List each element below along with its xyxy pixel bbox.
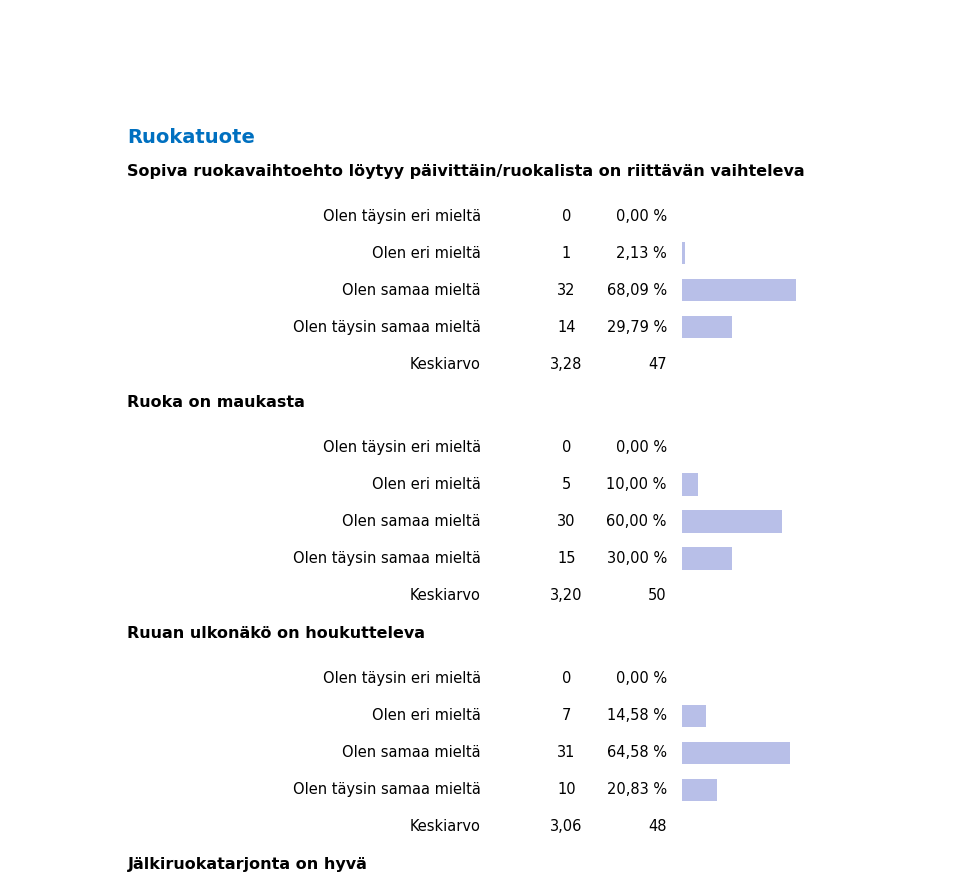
- Text: Olen samaa mieltä: Olen samaa mieltä: [342, 746, 481, 760]
- Bar: [682, 242, 685, 264]
- Text: Olen täysin samaa mieltä: Olen täysin samaa mieltä: [293, 551, 481, 566]
- Text: 5: 5: [562, 477, 571, 492]
- Text: 31: 31: [557, 746, 576, 760]
- Text: Olen täysin eri mieltä: Olen täysin eri mieltä: [323, 209, 481, 224]
- Text: 0: 0: [562, 671, 571, 686]
- Text: 0: 0: [562, 209, 571, 224]
- Bar: [682, 474, 699, 496]
- Text: Olen samaa mieltä: Olen samaa mieltä: [342, 514, 481, 529]
- Text: 3,06: 3,06: [550, 819, 583, 834]
- Text: Keskiarvo: Keskiarvo: [410, 357, 481, 371]
- Text: 60,00 %: 60,00 %: [607, 514, 667, 529]
- Text: 7: 7: [562, 708, 571, 723]
- Bar: [682, 279, 796, 302]
- Text: 47: 47: [648, 357, 667, 371]
- Bar: [682, 316, 732, 338]
- Text: 3,28: 3,28: [550, 357, 583, 371]
- Text: Olen eri mieltä: Olen eri mieltä: [372, 708, 481, 723]
- Text: 0,00 %: 0,00 %: [615, 209, 667, 224]
- Text: 2,13 %: 2,13 %: [616, 246, 667, 260]
- Text: 10,00 %: 10,00 %: [607, 477, 667, 492]
- Text: Ruoka on maukasta: Ruoka on maukasta: [128, 395, 305, 410]
- Text: Ruokatuote: Ruokatuote: [128, 128, 255, 148]
- Text: 0,00 %: 0,00 %: [615, 440, 667, 454]
- Text: 0,00 %: 0,00 %: [615, 671, 667, 686]
- Text: 29,79 %: 29,79 %: [607, 320, 667, 335]
- Text: 30,00 %: 30,00 %: [607, 551, 667, 566]
- Text: Olen samaa mieltä: Olen samaa mieltä: [342, 282, 481, 298]
- Text: 10: 10: [557, 782, 576, 797]
- Text: Keskiarvo: Keskiarvo: [410, 588, 481, 603]
- Text: Jälkiruokatarjonta on hyvä: Jälkiruokatarjonta on hyvä: [128, 857, 368, 872]
- Text: Olen täysin samaa mieltä: Olen täysin samaa mieltä: [293, 782, 481, 797]
- Text: 32: 32: [557, 282, 576, 298]
- Text: 48: 48: [648, 819, 667, 834]
- Text: Sopiva ruokavaihtoehto löytyy päivittäin/ruokalista on riittävän vaihteleva: Sopiva ruokavaihtoehto löytyy päivittäin…: [128, 163, 805, 178]
- Text: Olen täysin samaa mieltä: Olen täysin samaa mieltä: [293, 320, 481, 335]
- Text: 64,58 %: 64,58 %: [607, 746, 667, 760]
- Text: 68,09 %: 68,09 %: [607, 282, 667, 298]
- Text: 1: 1: [562, 246, 571, 260]
- Bar: [682, 704, 707, 727]
- Text: 3,20: 3,20: [550, 588, 583, 603]
- Text: 15: 15: [557, 551, 576, 566]
- Text: Olen täysin eri mieltä: Olen täysin eri mieltä: [323, 671, 481, 686]
- Text: 14,58 %: 14,58 %: [607, 708, 667, 723]
- Text: 14: 14: [557, 320, 576, 335]
- Bar: [682, 547, 732, 570]
- Bar: [682, 510, 782, 532]
- Text: Keskiarvo: Keskiarvo: [410, 819, 481, 834]
- Text: 20,83 %: 20,83 %: [607, 782, 667, 797]
- Text: Olen eri mieltä: Olen eri mieltä: [372, 246, 481, 260]
- Text: Olen eri mieltä: Olen eri mieltä: [372, 477, 481, 492]
- Text: Olen täysin eri mieltä: Olen täysin eri mieltä: [323, 440, 481, 454]
- Text: 30: 30: [557, 514, 576, 529]
- Bar: [682, 741, 790, 764]
- Text: 50: 50: [648, 588, 667, 603]
- Bar: [682, 779, 716, 801]
- Text: 0: 0: [562, 440, 571, 454]
- Text: Ruuan ulkonäkö on houkutteleva: Ruuan ulkonäkö on houkutteleva: [128, 626, 425, 641]
